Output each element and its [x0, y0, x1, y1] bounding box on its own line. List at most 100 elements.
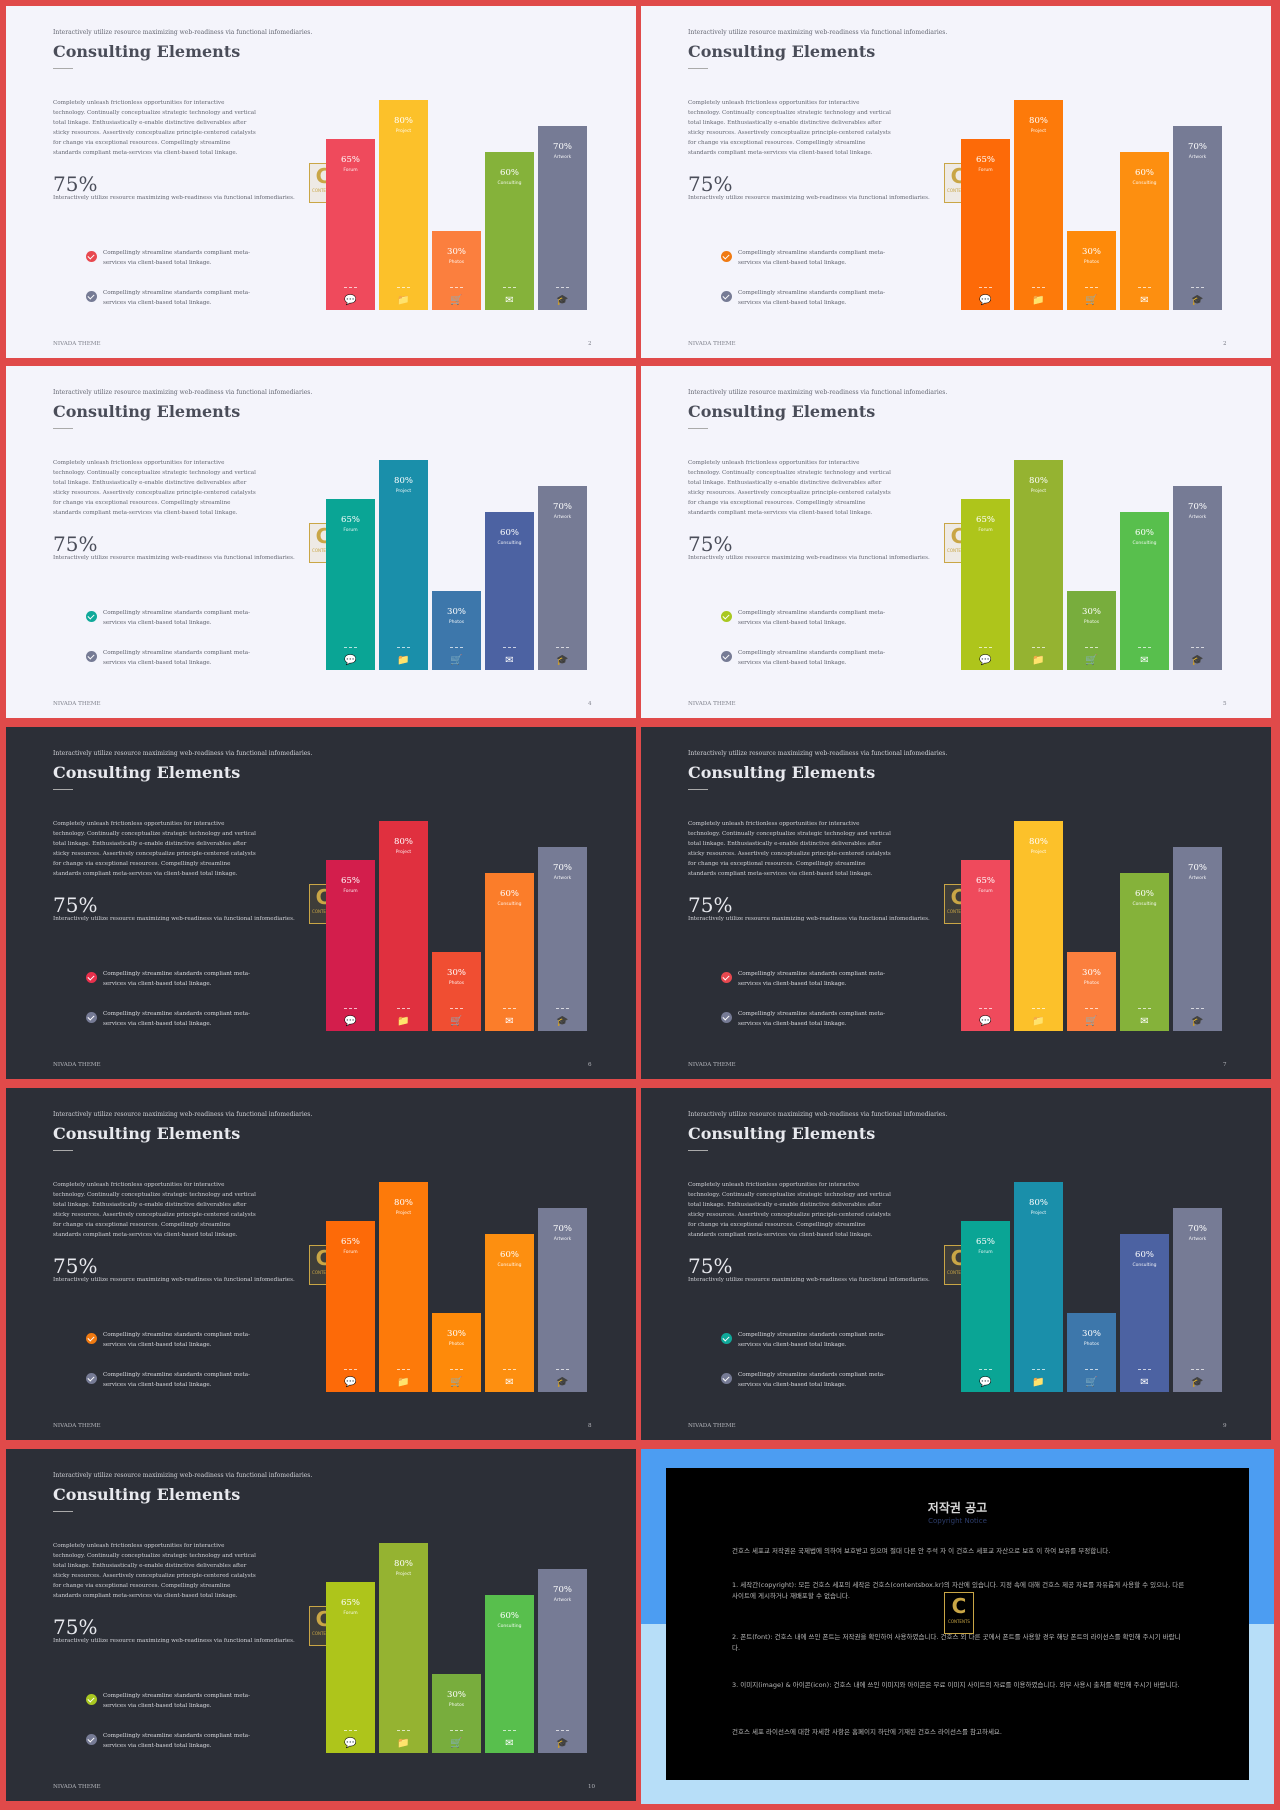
chart-bar-photos: 30% Photos 🛒 — [1067, 591, 1116, 670]
bar-dash-line — [344, 1369, 357, 1370]
bar-dash-line — [450, 1730, 463, 1731]
check-item-text: Compellingly streamline standards compli… — [103, 650, 251, 666]
chart-bar-forum: 65% Forum 💬 — [326, 139, 375, 310]
bar-value-label: 30% — [447, 247, 466, 257]
slide: Interactively utilize resource maximizin… — [641, 6, 1271, 358]
bar-category-label: Artwork — [1188, 155, 1207, 160]
slide: Interactively utilize resource maximizin… — [641, 366, 1271, 718]
bar-category-label: Consulting — [497, 541, 522, 546]
bar-category-label: Photos — [448, 260, 465, 265]
slide-title: Consulting Elements — [688, 763, 876, 782]
bar-value-label: 60% — [1135, 528, 1154, 538]
cart-icon: 🛒 — [1085, 295, 1098, 306]
check-item-text: Compellingly streamline standards compli… — [103, 250, 251, 266]
bar-value-label: 65% — [341, 515, 360, 525]
bar-category-label: Forum — [343, 1611, 358, 1616]
stat-value: 75% — [53, 172, 98, 196]
slide-paragraph: Completely unleash frictionless opportun… — [53, 821, 256, 877]
bar-dash-line — [344, 647, 357, 648]
graduation-cap-icon: 🎓 — [556, 655, 569, 666]
stat-note: Interactively utilize resource maximizin… — [688, 1277, 930, 1283]
slide-paragraph: Completely unleash frictionless opportun… — [688, 821, 891, 877]
bar-value-label: 65% — [341, 876, 360, 886]
bar-value-label: 80% — [1029, 1198, 1048, 1208]
bar-value-label: 65% — [341, 1598, 360, 1608]
bar-category-label: Consulting — [497, 902, 522, 907]
bar-value-label: 80% — [394, 837, 413, 847]
bar-dash-line — [450, 647, 463, 648]
bar-dash-line — [979, 1008, 992, 1009]
check-item-text: Compellingly streamline standards compli… — [103, 1372, 251, 1388]
bar-dash-line — [556, 1369, 569, 1370]
slide: Interactively utilize resource maximizin… — [6, 1088, 636, 1440]
bar-category-label: Artwork — [553, 515, 572, 520]
check-circle-icon — [721, 291, 732, 302]
bar-dash-line — [397, 1008, 410, 1009]
title-underline — [688, 68, 708, 69]
bar-dash-line — [1191, 1369, 1204, 1370]
stat-note: Interactively utilize resource maximizin… — [53, 195, 295, 201]
bar-category-label: Project — [395, 1572, 412, 1577]
stamp-text: CONTENTS — [312, 909, 334, 914]
footer-brand: NIVADA THEME — [688, 1062, 736, 1068]
chart-bar-consulting: 60% Consulting ✉ — [485, 1234, 534, 1392]
stat-value: 75% — [688, 532, 733, 556]
bar-category-label: Photos — [1083, 981, 1100, 986]
bar-dash-line — [556, 647, 569, 648]
bar-dash-line — [556, 1730, 569, 1731]
stat-note: Interactively utilize resource maximizin… — [53, 1638, 295, 1644]
envelope-icon: ✉ — [505, 295, 514, 306]
bar-value-label: 65% — [976, 155, 995, 165]
folder-icon: 📁 — [1032, 1016, 1045, 1027]
bar-value-label: 80% — [1029, 476, 1048, 486]
check-item-text: Compellingly streamline standards compli… — [103, 290, 251, 306]
bar-dash-line — [450, 1008, 463, 1009]
bar-dash-line — [397, 1369, 410, 1370]
graduation-cap-icon: 🎓 — [1191, 1016, 1204, 1027]
slide-kicker: Interactively utilize resource maximizin… — [53, 1472, 313, 1479]
bar-dash-line — [1191, 287, 1204, 288]
cart-icon: 🛒 — [1085, 1016, 1098, 1027]
chart-bar-artwork: 70% Artwork 🎓 — [1173, 486, 1222, 670]
bar-dash-line — [344, 1008, 357, 1009]
cart-icon: 🛒 — [450, 1738, 463, 1749]
bar-category-label: Consulting — [1132, 902, 1157, 907]
bar-value-label: 30% — [1082, 968, 1101, 978]
bar-category-label: Photos — [448, 620, 465, 625]
slide-paragraph: Completely unleash frictionless opportun… — [688, 100, 891, 156]
slide-title: Consulting Elements — [53, 42, 241, 61]
title-underline — [688, 1150, 708, 1151]
cart-icon: 🛒 — [450, 295, 463, 306]
check-circle-icon — [86, 1734, 97, 1745]
bar-category-label: Forum — [343, 168, 358, 173]
graduation-cap-icon: 🎓 — [556, 1738, 569, 1749]
chart-bar-photos: 30% Photos 🛒 — [1067, 231, 1116, 310]
check-circle-icon — [86, 1333, 97, 1344]
page-number: 9 — [1223, 1423, 1227, 1429]
stat-value: 75% — [53, 1254, 98, 1278]
footer-brand: NIVADA THEME — [688, 1423, 736, 1429]
bar-dash-line — [979, 1369, 992, 1370]
bar-value-label: 30% — [447, 1329, 466, 1339]
chart-bar-artwork: 70% Artwork 🎓 — [1173, 1208, 1222, 1392]
bar-category-label: Consulting — [1132, 541, 1157, 546]
notice-paragraph: 3. 이미지(image) & 아이콘(icon): 건호스 내에 쓰인 이미지… — [732, 1681, 1180, 1689]
chart-bar-photos: 30% Photos 🛒 — [1067, 1313, 1116, 1392]
slide-title: Consulting Elements — [53, 402, 241, 421]
envelope-icon: ✉ — [505, 1738, 514, 1749]
bar-value-label: 70% — [1188, 1224, 1207, 1234]
chart-bar-artwork: 70% Artwork 🎓 — [538, 1569, 587, 1753]
bar-value-label: 80% — [394, 1198, 413, 1208]
stamp-text: CONTENTS — [948, 1619, 970, 1624]
chart-bar-forum: 65% Forum 💬 — [326, 499, 375, 670]
bar-dash-line — [1085, 647, 1098, 648]
graduation-cap-icon: 🎓 — [1191, 1377, 1204, 1388]
chart-bar-forum: 65% Forum 💬 — [961, 499, 1010, 670]
stat-note: Interactively utilize resource maximizin… — [688, 916, 930, 922]
check-circle-icon — [86, 611, 97, 622]
check-circle-icon — [721, 1333, 732, 1344]
check-item-text: Compellingly streamline standards compli… — [103, 610, 251, 626]
bar-category-label: Consulting — [1132, 181, 1157, 186]
bar-category-label: Forum — [978, 528, 993, 533]
bar-value-label: 70% — [1188, 502, 1207, 512]
